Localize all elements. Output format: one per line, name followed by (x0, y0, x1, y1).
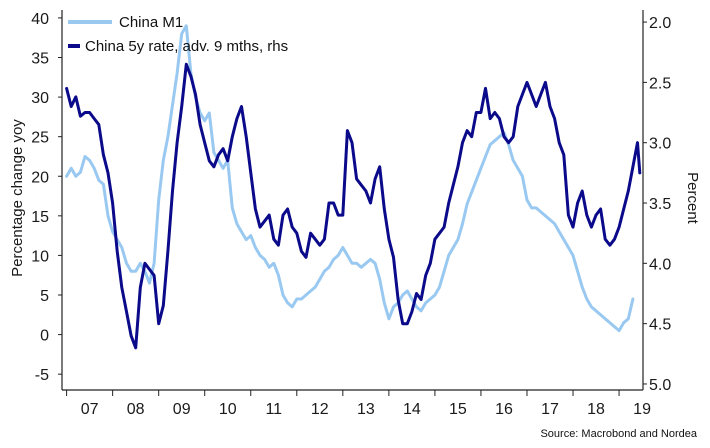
series-line-china-m1 (65, 24, 635, 333)
y-right-tick-label: 4.5 (649, 317, 671, 334)
series-group (65, 24, 642, 350)
x-tick-label: 10 (219, 401, 237, 418)
y-axis-left-title: Percentage change yoy (9, 119, 26, 277)
x-tick-label: 19 (633, 401, 651, 418)
x-tick-label: 08 (127, 401, 145, 418)
x-tick-label: 12 (311, 401, 329, 418)
y-left-tick-label: 20 (31, 169, 49, 186)
y-left-tick-label: -5 (35, 367, 49, 384)
y-left-tick-label: 25 (31, 130, 49, 147)
y-left-tick-label: 5 (40, 288, 49, 305)
x-tick-label: 07 (81, 401, 99, 418)
series-line-china-5y-rate (65, 62, 642, 350)
y-left-tick-label: 0 (40, 328, 49, 345)
y-right-tick-label: 3.0 (649, 136, 671, 153)
y-left-tick-label: 15 (31, 209, 49, 226)
y-right-tick-label: 2.5 (649, 75, 671, 92)
legend-label-m1: China M1 (119, 14, 183, 31)
x-tick-label: 11 (265, 401, 282, 418)
x-tick-label: 18 (587, 401, 605, 418)
y-axis-right-title: Percent (684, 172, 701, 225)
legend: China M1 China 5y rate, adv. 9 mths, rhs (68, 14, 288, 55)
y-right-tick-label: 4.0 (649, 256, 671, 273)
x-tick-label: 09 (173, 401, 191, 418)
y-left-tick-label: 40 (31, 11, 49, 28)
source-note: Source: Macrobond and Nordea (540, 428, 697, 440)
y-left-tick-label: 30 (31, 90, 49, 107)
legend-label-rate: China 5y rate, adv. 9 mths, rhs (85, 38, 288, 55)
x-tick-label: 17 (541, 401, 559, 418)
x-tick-label: 16 (495, 401, 513, 418)
y-left-tick-label: 10 (31, 248, 49, 265)
axes-group: 40 35 30 25 20 15 10 5 0 -5 2.0 2.5 3.0 3.5 4.0 4.5 5.0 0… (31, 10, 671, 418)
y-right-tick-label: 3.5 (649, 196, 671, 213)
x-tick-label: 13 (357, 401, 375, 418)
y-right-tick-label: 5.0 (649, 377, 671, 394)
x-tick-label: 15 (449, 401, 467, 418)
y-left-tick-label: 35 (31, 51, 49, 68)
x-tick-label: 14 (403, 401, 421, 418)
y-right-tick-label: 2.0 (649, 15, 671, 32)
